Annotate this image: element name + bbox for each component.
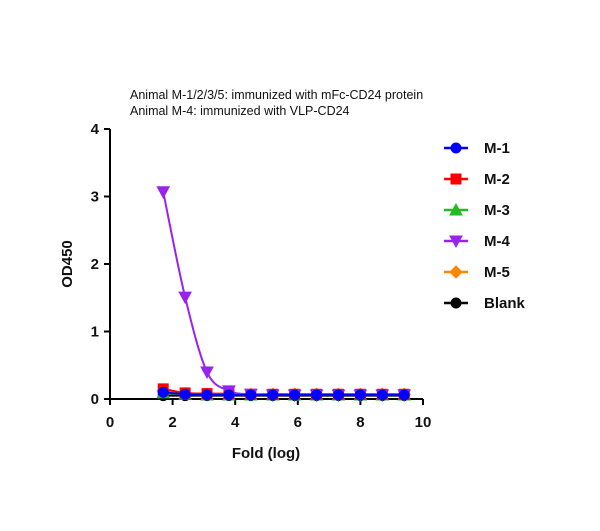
x-tick-label: 0 (106, 414, 114, 431)
legend-marker (450, 142, 462, 154)
x-tick-label: 6 (294, 414, 302, 431)
legend-item: M-2 (444, 171, 510, 188)
legend-marker (450, 173, 462, 185)
legend-item: M-4 (444, 233, 510, 250)
axes: 0 1 2 3 4 0 2 4 6 8 10 (91, 121, 432, 431)
series-m-2 (157, 383, 410, 400)
data-point (376, 389, 388, 401)
legend-marker (450, 297, 462, 309)
data-point (157, 386, 169, 398)
legend-marker (449, 202, 463, 216)
legend-label: M-5 (484, 264, 510, 281)
data-point (156, 186, 171, 199)
x-tick-label: 2 (168, 414, 176, 431)
chart-title-line-2: Animal M-4: immunized with VLP-CD24 (130, 104, 350, 118)
x-tick-label: 10 (415, 414, 432, 431)
legend-item: M-5 (444, 264, 510, 281)
x-tick-label: 8 (356, 414, 364, 431)
data-point (289, 389, 301, 401)
legend-label: Blank (484, 295, 526, 312)
data-point (201, 389, 213, 401)
y-tick-label: 4 (91, 121, 100, 138)
legend-label: M-3 (484, 202, 510, 219)
data-point (398, 389, 410, 401)
y-axis-label: OD450 (59, 240, 76, 288)
legend-item: M-1 (444, 140, 510, 157)
legend-label: M-2 (484, 171, 510, 188)
y-tick-label: 1 (91, 324, 99, 341)
series-line (163, 387, 405, 396)
y-tick-label: 0 (91, 391, 99, 408)
legend-label: M-4 (484, 233, 510, 250)
data-point (311, 389, 323, 401)
legend-label: M-1 (484, 140, 510, 157)
series-m-4 (156, 186, 412, 402)
data-point (267, 389, 279, 401)
legend-marker (449, 235, 463, 249)
legend-item: M-3 (444, 202, 510, 219)
x-axis-label: Fold (log) (232, 445, 300, 462)
data-point (200, 366, 214, 380)
legend-marker (449, 265, 463, 279)
x-tick-label: 4 (231, 414, 240, 431)
plot-area (156, 186, 412, 402)
chart-title-line-1: Animal M-1/2/3/5: immunized with mFc-CD2… (130, 88, 423, 102)
data-point (245, 389, 257, 401)
series-m-1 (157, 386, 410, 401)
data-point (332, 389, 344, 401)
data-point (178, 291, 192, 305)
data-point (354, 389, 366, 401)
y-tick-label: 2 (91, 256, 99, 273)
data-point (223, 389, 235, 401)
y-tick-label: 3 (91, 189, 99, 206)
legend: M-1 M-2 M-3 M-4 M-5 Blank (444, 140, 526, 312)
legend-item: Blank (444, 295, 526, 312)
series-line (162, 191, 405, 396)
data-point (179, 388, 191, 400)
